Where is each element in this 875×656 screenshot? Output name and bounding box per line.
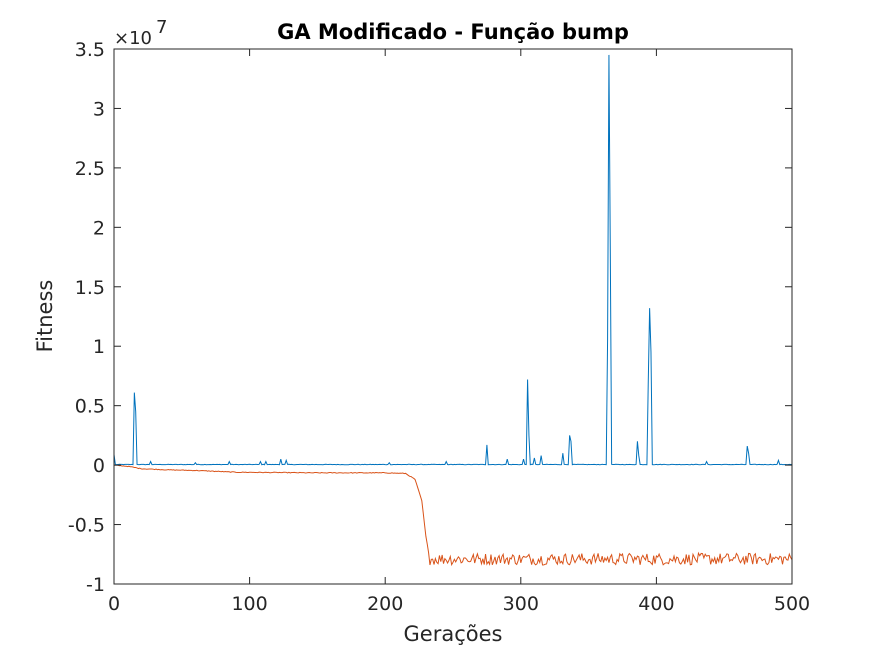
x-tick-label: 300 (503, 593, 539, 615)
x-tick-label: 500 (774, 593, 810, 615)
y-exponent-power: 7 (156, 17, 167, 38)
series-layer (113, 54, 793, 567)
series-line-blue (113, 54, 793, 466)
x-tick-label: 0 (108, 593, 120, 615)
ticks-layer: 0 100 200 300 400 500 -1 -0.5 0 0.5 1 1.5 2 2.5 3 3.5 (68, 39, 810, 615)
chart-title: GA Modificado - Função bump (277, 20, 629, 44)
y-tick-label: 0.5 (75, 396, 105, 418)
y-tick-label: 1.5 (75, 277, 105, 299)
x-tick-label: 100 (231, 593, 267, 615)
y-tick-label: 3 (93, 98, 105, 120)
y-tick-label: 2 (93, 217, 105, 239)
y-tick-label: -1 (86, 574, 105, 596)
y-tick-label: 0 (93, 455, 105, 477)
axes-box (113, 48, 793, 585)
y-axis-label: Fitness (33, 280, 57, 353)
y-exponent-label: ×10 7 (114, 17, 167, 49)
x-tick-label: 200 (367, 593, 403, 615)
y-tick-label: 2.5 (75, 158, 105, 180)
plot-area (114, 49, 792, 584)
y-exponent-base: ×10 (114, 28, 152, 49)
y-tick-label: -0.5 (68, 515, 105, 537)
x-axis-label: Gerações (404, 622, 503, 646)
series-line-orange (113, 464, 793, 567)
y-tick-label: 3.5 (75, 39, 105, 61)
x-tick-label: 400 (638, 593, 674, 615)
y-tick-label: 1 (93, 336, 105, 358)
